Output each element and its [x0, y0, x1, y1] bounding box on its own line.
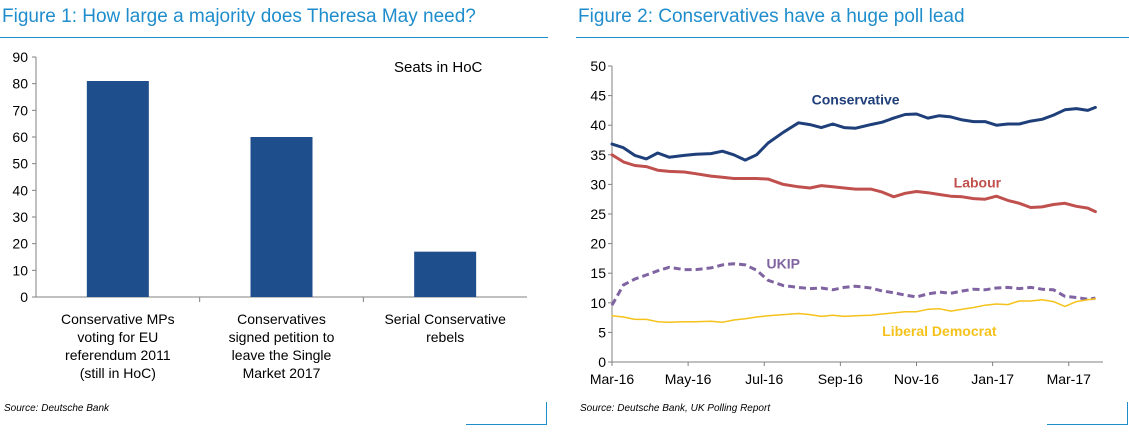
y-tick-label: 0 — [20, 289, 28, 305]
figure-1-title-rule — [0, 37, 548, 38]
y-tick-label: 20 — [590, 236, 606, 252]
y-tick-label: 90 — [12, 49, 28, 65]
series-label-ukip: UKIP — [767, 255, 800, 271]
figure-2-source: Source: Deutsche Bank, UK Polling Report — [580, 403, 771, 414]
y-tick-label: 50 — [590, 58, 606, 74]
y-tick-label: 25 — [590, 206, 606, 222]
figure-1-panel: Figure 1: How large a majority does Ther… — [0, 0, 548, 432]
y-tick-label: 10 — [590, 295, 606, 311]
x-tick-label: Jan-17 — [971, 371, 1014, 387]
y-tick-label: 20 — [12, 236, 28, 252]
y-tick-label: 5 — [598, 324, 606, 340]
y-tick-label: 80 — [12, 76, 28, 92]
figure-1-corner-vertical — [546, 402, 547, 424]
bar — [414, 251, 477, 297]
figure-2-corner-vertical — [1127, 402, 1128, 424]
x-tick-label: Sep-16 — [818, 371, 863, 387]
y-tick-label: 10 — [12, 262, 28, 278]
figure-1-corner-horizontal — [466, 424, 547, 425]
series-line-conservative — [610, 105, 1097, 162]
y-tick-label: 0 — [598, 354, 606, 370]
figure-2-corner-horizontal — [1047, 424, 1128, 425]
x-tick-label: Mar-16 — [590, 371, 635, 387]
y-tick-label: 45 — [590, 88, 606, 104]
series-line-liberal-democrat — [611, 297, 1097, 324]
figure-2-title: Figure 2: Conservatives have a huge poll… — [578, 6, 965, 27]
x-tick-label: Mar-17 — [1047, 371, 1092, 387]
y-tick-label: 30 — [12, 209, 28, 225]
x-category-label: Serial Conservative rebels — [384, 311, 506, 345]
y-tick-label: 70 — [12, 102, 28, 118]
y-tick-label: 50 — [12, 156, 28, 172]
figure-2-line-chart: 0 5 10 15 20 25 30 35 40 45 50 Mar-16 May-16 Jul-16 Se… — [590, 58, 1103, 387]
y-tick-label: 60 — [12, 129, 28, 145]
y-tick-label: 40 — [590, 117, 606, 133]
series-line-ukip — [610, 262, 1096, 306]
y-tick-label: 40 — [12, 182, 28, 198]
x-tick-label: Nov-16 — [894, 371, 939, 387]
x-tick-label: Jul-16 — [745, 371, 783, 387]
x-tick-label: May-16 — [665, 371, 712, 387]
figure-1-bar-chart: 0 10 20 30 40 50 60 70 80 90 Conservative MPs votin… — [12, 49, 527, 381]
figure-2-panel: Figure 2: Conservatives have a huge poll… — [576, 0, 1129, 432]
series-label-liberal-democrat: Liberal Democrat — [882, 323, 997, 339]
series-label-conservative: Conservative — [812, 91, 900, 107]
figure-1-title: Figure 1: How large a majority does Ther… — [2, 6, 476, 27]
y-tick-label: 30 — [590, 176, 606, 192]
y-tick-label: 35 — [590, 147, 606, 163]
series-line-labour — [610, 153, 1097, 214]
x-category-label: Conservative MPs voting for EU referendum … — [61, 311, 175, 381]
figure-1-source: Source: Deutsche Bank — [4, 403, 110, 414]
y-tick-label: 15 — [590, 265, 606, 281]
chart-annotation: Seats in HoC — [394, 59, 483, 76]
bar — [250, 137, 313, 297]
figure-2-title-rule — [576, 37, 1129, 38]
series-label-labour: Labour — [954, 174, 1002, 190]
x-category-label: Conservatives signed petition to leave the… — [229, 311, 335, 381]
bar — [86, 81, 149, 297]
